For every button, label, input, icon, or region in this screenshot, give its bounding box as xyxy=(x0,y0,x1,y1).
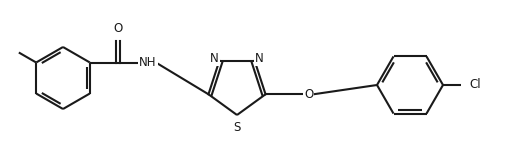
Text: N: N xyxy=(255,52,264,65)
Text: O: O xyxy=(304,88,313,101)
Text: O: O xyxy=(113,22,122,36)
Text: S: S xyxy=(233,121,241,134)
Text: NH: NH xyxy=(139,56,156,69)
Text: Cl: Cl xyxy=(469,79,481,91)
Text: N: N xyxy=(210,52,219,65)
